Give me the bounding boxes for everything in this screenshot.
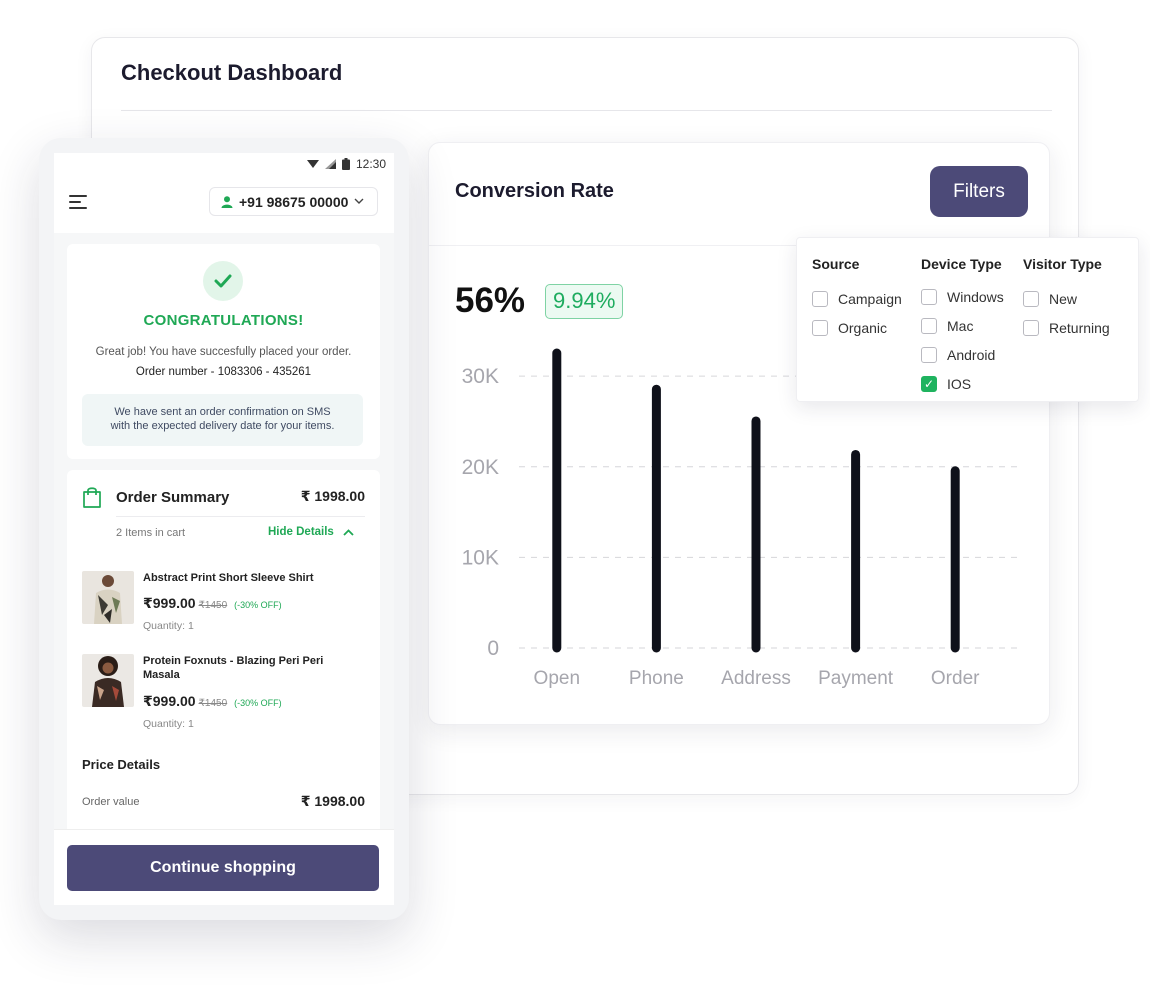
item-price-row: ₹999.00 ₹1450 (-30% OFF) bbox=[143, 693, 282, 710]
order-summary-total: ₹ 1998.00 bbox=[300, 488, 365, 504]
order-success-card: CONGRATULATIONS! Great job! You have suc… bbox=[67, 244, 380, 459]
y-tick-label: 10K bbox=[462, 546, 499, 569]
filter-option-windows[interactable]: Windows bbox=[921, 282, 1004, 311]
filter-option-returning[interactable]: Returning bbox=[1023, 313, 1110, 342]
hide-details-label: Hide Details bbox=[268, 526, 334, 538]
checkbox-icon[interactable] bbox=[812, 290, 828, 307]
filter-option-label: Windows bbox=[947, 288, 1004, 305]
filter-popover: Source Campaign Organic Device Type Windo… bbox=[796, 237, 1139, 402]
order-summary-card: Order Summary ₹ 1998.00 2 Items in cart … bbox=[67, 470, 380, 850]
product-thumbnail-shirt bbox=[82, 571, 134, 624]
item-price: ₹999.00 bbox=[143, 693, 196, 709]
item-quantity: Quantity: 1 bbox=[143, 620, 194, 632]
filter-option-label: IOS bbox=[947, 375, 972, 392]
order-value: ₹ 1998.00 bbox=[300, 793, 365, 809]
dashboard-divider bbox=[121, 110, 1052, 111]
dashboard-title: Checkout Dashboard bbox=[121, 60, 343, 85]
x-tick-label: Open bbox=[534, 668, 580, 689]
battery-icon bbox=[341, 158, 350, 170]
shopping-bag-icon bbox=[83, 487, 101, 508]
filter-option-label: Campaign bbox=[838, 290, 902, 307]
filter-option-campaign[interactable]: Campaign bbox=[812, 284, 902, 313]
item-price-row: ₹999.00 ₹1450 (-30% OFF) bbox=[143, 595, 282, 612]
order-value-label: Order value bbox=[82, 796, 140, 808]
filter-option-label: New bbox=[1049, 290, 1078, 307]
chevron-down-icon bbox=[354, 198, 364, 204]
filter-option-label: Mac bbox=[947, 317, 974, 334]
y-tick-label: 30K bbox=[462, 365, 499, 388]
filter-heading-visitor: Visitor Type bbox=[1023, 256, 1102, 272]
checkbox-icon[interactable] bbox=[921, 346, 937, 363]
conversion-bar-chart: 0 10K 20K 30K Open Phone Address Payment Order bbox=[462, 348, 1017, 689]
user-icon bbox=[221, 195, 233, 208]
bottom-action-bar: Continue shopping bbox=[54, 829, 394, 905]
sms-notice: We have sent an order confirmation on SM… bbox=[82, 394, 363, 446]
phone-screen: 12:30 +91 98675 00000 CONGRATULATIONS! G… bbox=[54, 153, 394, 905]
conversion-rate-value: 56% bbox=[455, 281, 526, 320]
order-summary-title: Order Summary bbox=[116, 489, 230, 506]
status-icons: 12:30 bbox=[306, 157, 386, 171]
phone-number-dropdown[interactable]: +91 98675 00000 bbox=[209, 187, 378, 216]
filter-column-device: Device Type Windows Mac Android ✓ IOS bbox=[921, 256, 1004, 398]
item-discount: (-30% OFF) bbox=[234, 600, 282, 610]
continue-shopping-button[interactable]: Continue shopping bbox=[67, 845, 379, 891]
signal-icon bbox=[324, 159, 336, 169]
price-details-heading: Price Details bbox=[82, 757, 161, 772]
sms-notice-line2: with the expected delivery date for your… bbox=[110, 420, 335, 432]
x-tick-label: Address bbox=[721, 668, 791, 689]
item-old-price: ₹1450 bbox=[198, 698, 228, 709]
phone-mockup: 12:30 +91 98675 00000 CONGRATULATIONS! G… bbox=[39, 138, 409, 920]
items-in-cart: 2 Items in cart bbox=[116, 527, 186, 539]
checkbox-icon[interactable] bbox=[921, 288, 937, 305]
wifi-icon bbox=[306, 160, 319, 168]
y-tick-label: 20K bbox=[462, 456, 499, 479]
status-bar: 12:30 bbox=[54, 153, 394, 175]
phone-number: +91 98675 00000 bbox=[239, 193, 349, 210]
filter-option-organic[interactable]: Organic bbox=[812, 313, 902, 342]
item-name: Protein Foxnuts - Blazing Peri Peri Masa… bbox=[143, 655, 324, 681]
conversion-divider bbox=[429, 245, 1049, 246]
item-quantity: Quantity: 1 bbox=[143, 718, 194, 730]
item-old-price: ₹1450 bbox=[198, 600, 228, 611]
sms-notice-line1: We have sent an order confirmation on SM… bbox=[114, 406, 331, 418]
congrats-heading: CONGRATULATIONS! bbox=[143, 312, 304, 329]
order-number: Order number - 1083306 - 435261 bbox=[135, 366, 312, 378]
filter-option-new[interactable]: New bbox=[1023, 284, 1110, 313]
x-tick-label: Phone bbox=[629, 668, 684, 689]
filter-option-android[interactable]: Android bbox=[921, 340, 1004, 369]
x-tick-label: Payment bbox=[818, 668, 894, 689]
item-discount: (-30% OFF) bbox=[234, 698, 282, 708]
filter-option-mac[interactable]: Mac bbox=[921, 311, 1004, 340]
conversion-card: Conversion Rate Filters 56% 9.94% 0 10K 20… bbox=[428, 142, 1050, 725]
filter-option-label: Returning bbox=[1049, 319, 1110, 336]
filters-button[interactable]: Filters bbox=[930, 166, 1028, 217]
y-tick-label: 0 bbox=[487, 637, 499, 660]
hamburger-menu-icon[interactable] bbox=[69, 195, 87, 209]
product-thumbnail-foxnuts bbox=[82, 654, 134, 707]
checkbox-icon[interactable] bbox=[921, 317, 937, 334]
filter-option-label: Organic bbox=[838, 319, 888, 336]
filter-column-source: Source Campaign Organic bbox=[812, 256, 902, 342]
filter-heading-source: Source bbox=[812, 256, 860, 272]
filter-option-ios[interactable]: ✓ IOS bbox=[921, 369, 1004, 398]
filter-option-label: Android bbox=[947, 346, 996, 363]
checkbox-icon[interactable] bbox=[812, 319, 828, 336]
status-time: 12:30 bbox=[355, 157, 386, 171]
summary-divider bbox=[116, 516, 365, 517]
conversion-title: Conversion Rate bbox=[455, 180, 614, 202]
x-tick-label: Order bbox=[931, 668, 980, 689]
conversion-change-badge: 9.94% bbox=[545, 284, 624, 319]
success-message: Great job! You have succesfully placed y… bbox=[95, 346, 352, 358]
success-check-icon bbox=[203, 261, 243, 301]
checkbox-checked-icon[interactable]: ✓ bbox=[921, 375, 937, 392]
filter-heading-device: Device Type bbox=[921, 256, 1002, 272]
item-price: ₹999.00 bbox=[143, 595, 196, 611]
chevron-up-icon bbox=[343, 528, 354, 536]
hide-details-toggle[interactable]: Hide Details bbox=[268, 526, 354, 538]
checkbox-icon[interactable] bbox=[1023, 319, 1039, 336]
filter-column-visitor: Visitor Type New Returning bbox=[1023, 256, 1110, 342]
item-name: Abstract Print Short Sleeve Shirt bbox=[143, 572, 314, 584]
checkbox-icon[interactable] bbox=[1023, 290, 1039, 307]
